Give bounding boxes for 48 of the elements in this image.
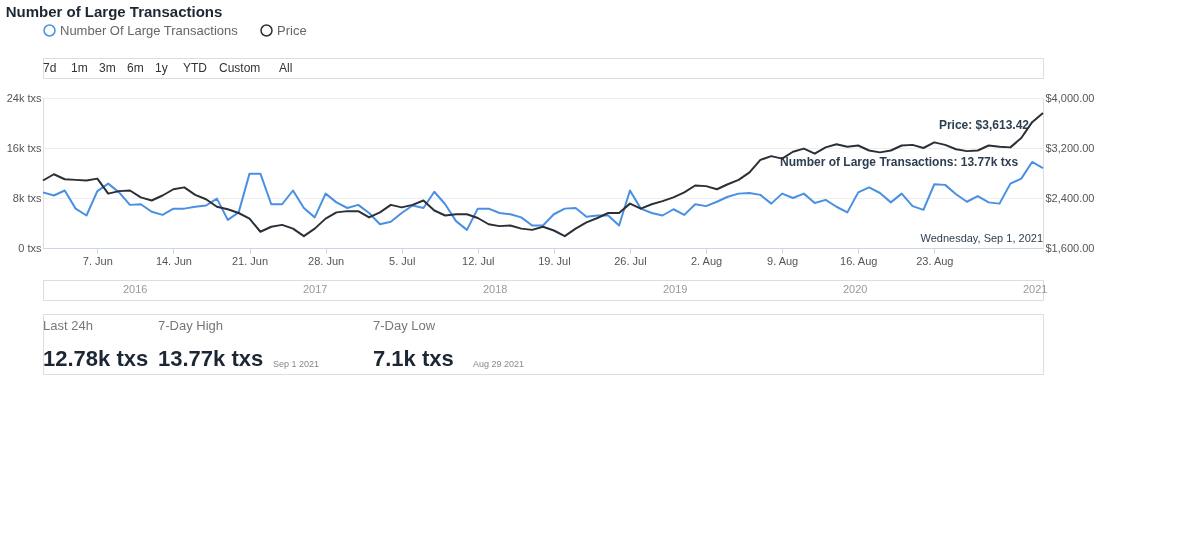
y-tick-label: 8k txs	[12, 191, 42, 204]
text: 1m	[71, 61, 88, 75]
x-tick-label: 26. Jul	[614, 254, 647, 267]
text: 6m	[127, 61, 144, 75]
x-tick-label: 23. Aug	[916, 254, 954, 267]
x-tick-label: 19. Jul	[538, 254, 571, 267]
y2-tick-label: $2,400.00	[1045, 191, 1095, 204]
y2-tick-label: $4,000.00	[1045, 91, 1095, 104]
text: Sep 1 2021	[273, 359, 320, 369]
text: YTD	[183, 61, 208, 75]
x-tick-label: 7. Jun	[82, 254, 113, 267]
text: 2019	[663, 283, 688, 295]
y2-tick-label: $1,600.00	[1045, 241, 1095, 254]
x-tick-label: 28. Jun	[308, 254, 345, 267]
y-tick-label: 0 txs	[18, 241, 42, 254]
x-tick-label: 16. Aug	[840, 254, 878, 267]
x-tick-label: 14. Jun	[155, 254, 192, 267]
text: 13.77k txs	[158, 346, 264, 371]
chart-title: Number of Large Transactions	[5, 3, 223, 20]
x-tick-label: 2. Aug	[690, 254, 723, 267]
annotation: Wednesday, Sep 1, 2021	[920, 232, 1043, 244]
y2-tick-label: $3,200.00	[1045, 141, 1095, 154]
x-tick-label: 9. Aug	[767, 254, 799, 267]
text: Custom	[219, 61, 261, 75]
x-tick-label: 21. Jun	[231, 254, 269, 267]
x-tick-label: 5. Jul	[389, 254, 416, 267]
text: 2017	[303, 283, 328, 295]
text: 12.78k txs	[43, 346, 149, 371]
text: Aug 29 2021	[473, 359, 525, 369]
text: 7-Day Low	[373, 318, 436, 333]
y-tick-label: 16k txs	[6, 141, 42, 154]
text: All	[279, 61, 293, 75]
annotation: Price: $3,613.42	[938, 118, 1030, 132]
text: 2016	[123, 283, 148, 295]
text: Last 24h	[43, 318, 93, 333]
text: 7-Day High	[158, 318, 224, 333]
text: 2018	[483, 283, 508, 295]
legend-label: Price	[277, 22, 307, 38]
legend-label: Number Of Large Transactions	[60, 22, 239, 38]
annotation: Number of Large Transactions: 13.77k txs	[780, 154, 1019, 169]
y-tick-label: 24k txs	[6, 91, 42, 104]
text: 2021	[1023, 283, 1048, 295]
text: 7.1k txs	[373, 346, 454, 371]
text: 3m	[99, 61, 116, 75]
text: 1y	[155, 61, 168, 75]
text: 2020	[843, 283, 868, 295]
x-tick-label: 12. Jul	[462, 254, 495, 267]
text: 7d	[43, 61, 57, 75]
